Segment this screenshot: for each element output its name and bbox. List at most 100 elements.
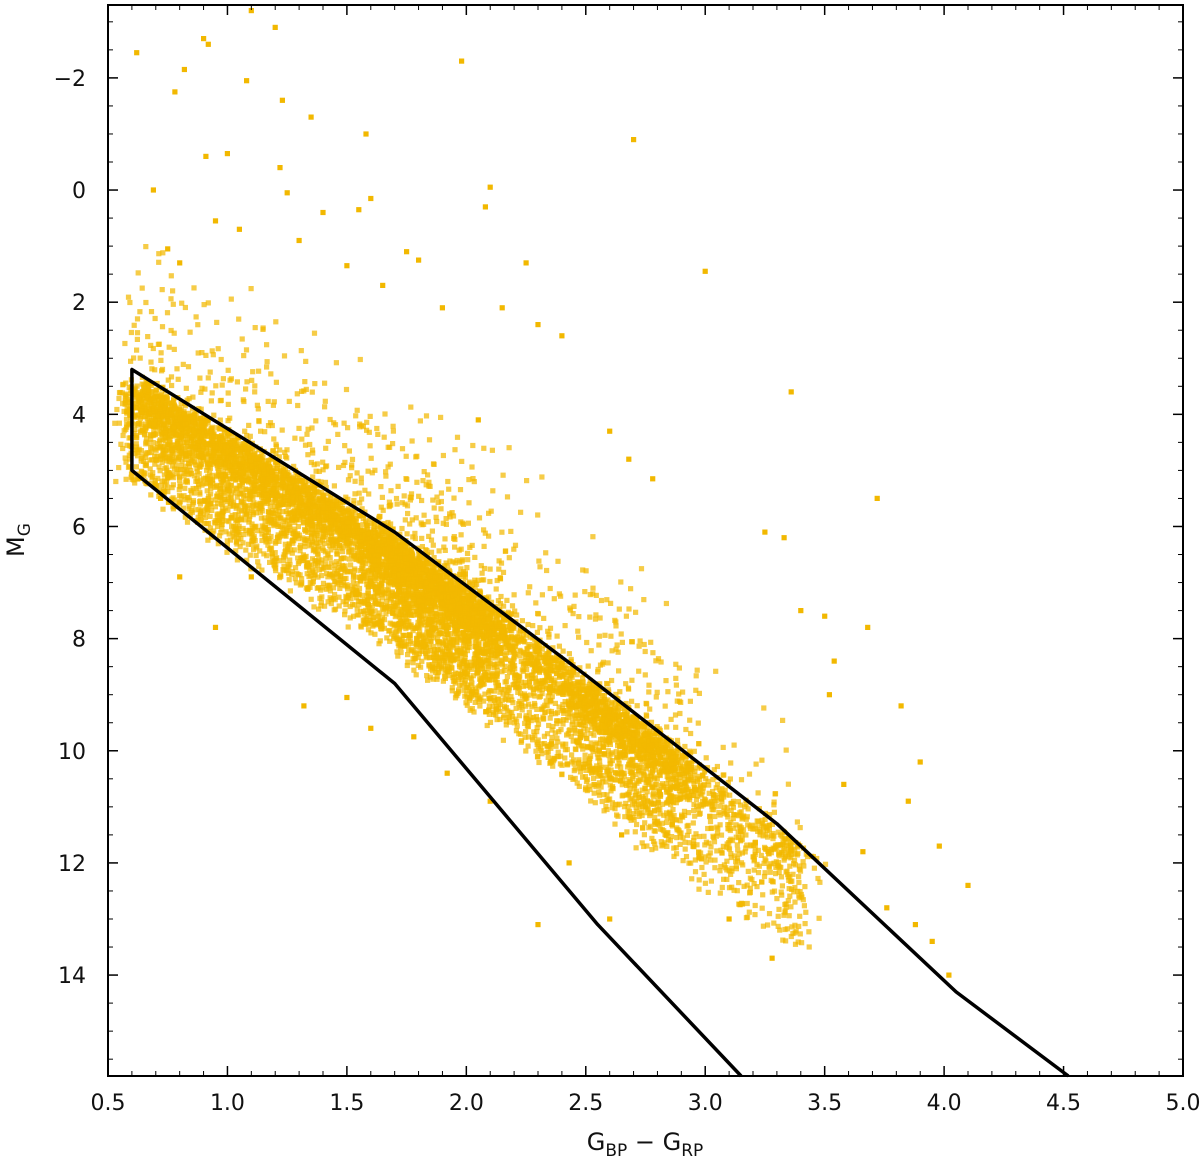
star-point xyxy=(543,698,549,704)
star-point xyxy=(634,821,640,828)
star-point xyxy=(802,921,808,927)
star-point xyxy=(435,499,441,505)
star-point xyxy=(657,826,664,832)
star-point xyxy=(215,346,221,352)
star-point xyxy=(558,593,564,599)
star-point xyxy=(717,822,723,828)
star-point xyxy=(554,721,560,727)
star-point xyxy=(337,536,343,542)
star-point xyxy=(165,489,171,495)
star-point xyxy=(786,913,792,919)
star-point xyxy=(640,751,646,757)
star-point xyxy=(760,923,766,929)
star-point xyxy=(658,839,664,845)
star-point xyxy=(365,468,371,474)
star-point xyxy=(463,700,469,706)
star-point xyxy=(791,857,798,863)
star-point xyxy=(417,418,423,424)
star-point xyxy=(618,579,624,585)
star-point xyxy=(347,473,353,479)
star-point xyxy=(717,868,723,874)
star-point xyxy=(755,847,761,853)
star-point xyxy=(596,792,603,798)
star-point xyxy=(207,470,213,476)
star-point xyxy=(365,583,372,589)
star-point xyxy=(693,673,699,679)
star-point xyxy=(600,741,606,747)
star-point xyxy=(403,453,409,459)
star-point xyxy=(661,812,667,818)
star-point xyxy=(434,494,440,500)
star-point xyxy=(267,520,273,526)
star-point xyxy=(693,687,699,693)
star-point xyxy=(693,796,700,802)
star-point xyxy=(319,489,325,495)
star-point xyxy=(148,402,154,408)
star-point xyxy=(208,398,214,404)
star-point xyxy=(555,749,561,755)
star-point xyxy=(471,479,477,485)
star-point xyxy=(311,330,318,336)
star-point xyxy=(613,623,619,629)
star-point xyxy=(531,686,537,692)
star-point xyxy=(345,624,351,630)
star-point xyxy=(137,355,143,361)
scatter-points-layer xyxy=(112,8,971,978)
star-point xyxy=(282,541,288,547)
star-point xyxy=(664,814,670,821)
star-point xyxy=(604,680,610,687)
star-point xyxy=(218,530,224,536)
star-point xyxy=(604,597,610,603)
star-point xyxy=(709,825,715,831)
star-point xyxy=(442,547,448,553)
star-point xyxy=(691,838,697,844)
star-point xyxy=(508,639,514,645)
star-point xyxy=(315,536,321,542)
star-point xyxy=(228,497,235,504)
star-point xyxy=(800,897,806,903)
star-point xyxy=(258,515,264,521)
star-point xyxy=(706,853,712,859)
star-point xyxy=(609,648,615,654)
star-point xyxy=(703,859,709,865)
star-point xyxy=(428,604,434,610)
star-point xyxy=(135,270,141,276)
star-point xyxy=(446,618,452,624)
star-point xyxy=(213,383,219,389)
star-point xyxy=(597,615,603,621)
star-point xyxy=(609,805,615,811)
star-point xyxy=(642,648,648,655)
star-point xyxy=(370,615,377,621)
star-point xyxy=(291,547,297,553)
star-point xyxy=(546,631,552,637)
star-point xyxy=(170,475,176,481)
star-point xyxy=(767,869,773,875)
star-point xyxy=(596,633,603,639)
star-point xyxy=(191,415,197,421)
star-point xyxy=(376,641,382,647)
star-point xyxy=(257,548,263,554)
star-point xyxy=(639,794,645,800)
star-point xyxy=(273,319,279,325)
star-point xyxy=(349,465,355,471)
star-point xyxy=(205,520,211,527)
star-point xyxy=(546,647,552,653)
star-point xyxy=(228,482,234,488)
star-point xyxy=(641,843,647,850)
star-point xyxy=(264,553,270,559)
star-point xyxy=(302,379,308,385)
star-point xyxy=(633,765,639,771)
star-point xyxy=(800,859,806,865)
star-point xyxy=(247,552,253,558)
star-point xyxy=(536,558,542,564)
star-point xyxy=(328,560,334,566)
star-point xyxy=(365,613,371,619)
star-point xyxy=(214,463,220,469)
star-point xyxy=(410,534,416,540)
star-point xyxy=(280,518,286,524)
star-point xyxy=(148,445,154,451)
star-point xyxy=(253,510,259,516)
star-point xyxy=(633,609,639,615)
star-point xyxy=(499,697,505,703)
star-point xyxy=(679,812,685,818)
